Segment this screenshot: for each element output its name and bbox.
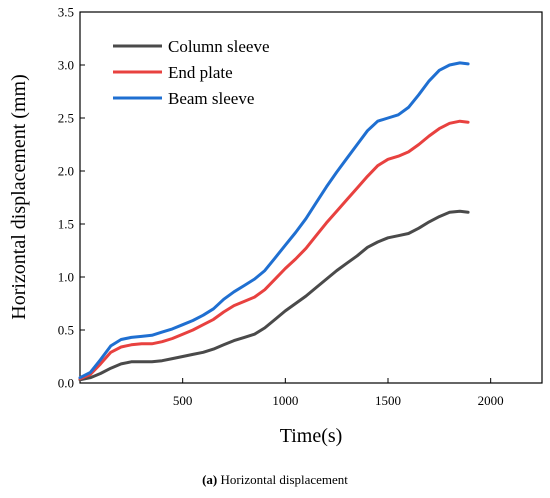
series-line-column-sleeve (78, 209, 470, 382)
y-tick-label: 0.0 (58, 376, 74, 391)
x-tick-label: 2000 (478, 393, 504, 408)
figure-caption: (a) Horizontal displacement (0, 472, 550, 488)
legend-label-end-plate: End plate (168, 63, 233, 82)
legend-label-column-sleeve: Column sleeve (168, 37, 270, 56)
series-line-end-plate (78, 119, 470, 381)
x-tick-label: 1000 (272, 393, 298, 408)
x-tick-label: 1500 (375, 393, 401, 408)
y-tick-label: 2.5 (58, 111, 74, 126)
plot-frame (79, 11, 543, 384)
caption-text: Horizontal displacement (217, 472, 348, 487)
y-tick-label: 3.5 (58, 5, 74, 20)
line-chart: 500 1000 1500 20000.00.51.01.52.02.53.03.5 … (8, 5, 543, 447)
legend: Column sleeve End plate Beam sleeve (113, 37, 270, 108)
legend-label-beam-sleeve: Beam sleeve (168, 89, 254, 108)
x-axis-title: Time(s) (280, 425, 343, 447)
x-tick-label: 500 (173, 393, 193, 408)
y-tick-label: 3.0 (58, 58, 74, 73)
y-tick-label: 0.5 (58, 323, 74, 338)
y-tick-label: 2.0 (58, 164, 74, 179)
y-tick-label: 1.0 (58, 270, 74, 285)
y-axis-title: Horizontal displacement (mm) (8, 74, 30, 319)
y-tick-label: 1.5 (58, 217, 74, 232)
caption-label: (a) (202, 472, 218, 487)
series-line-beam-sleeve (78, 61, 470, 380)
